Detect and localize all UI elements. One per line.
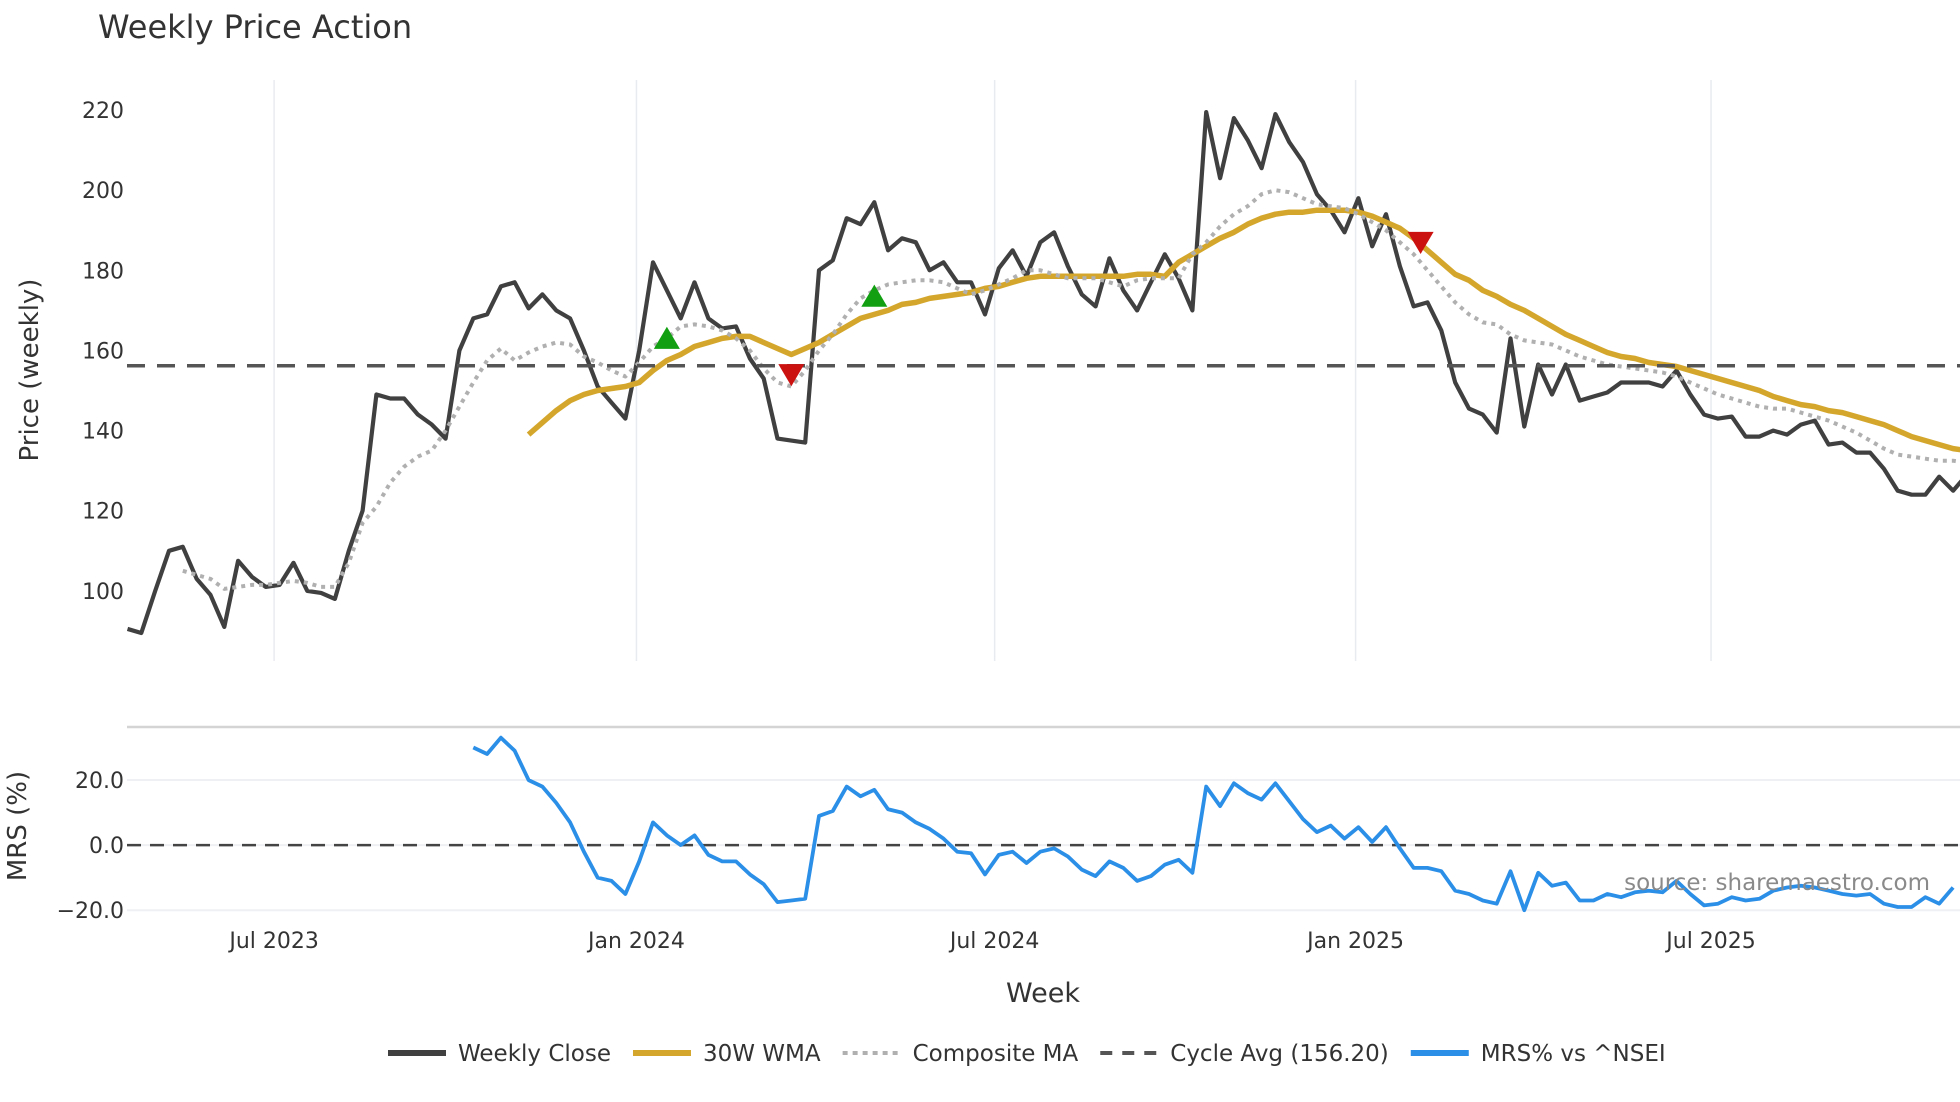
source-watermark: source: sharemaestro.com <box>1624 870 1930 896</box>
y-tick-label: 200 <box>82 179 124 204</box>
series-weekly-close <box>127 109 1960 636</box>
series-composite-ma <box>182 188 1960 591</box>
y-axis-title: Price (weekly) <box>15 279 45 462</box>
mrs-tick-label: 20.0 <box>75 769 124 794</box>
y-tick-label: 220 <box>82 99 124 124</box>
series-mrs-vs-nsei <box>472 735 1955 913</box>
series-30w-wma <box>526 207 1960 453</box>
mrs-tick-label: −20.0 <box>57 899 124 924</box>
y-tick-label: 140 <box>82 420 124 445</box>
x-tick-label: Jul 2023 <box>227 929 319 954</box>
sell-signal-marker <box>778 364 805 387</box>
legend-item-weekly-close: Weekly Close <box>458 1041 611 1067</box>
x-axis-title: Week <box>1006 978 1080 1009</box>
legend-item-mrs-vs-nsei: MRS% vs ^NSEI <box>1481 1041 1666 1067</box>
x-tick-label: Jul 2024 <box>948 929 1040 954</box>
legend-item-30w-wma: 30W WMA <box>703 1041 821 1067</box>
legend-item-cycle-avg-156-20: Cycle Avg (156.20) <box>1170 1041 1389 1067</box>
x-tick-label: Jan 2024 <box>586 929 685 954</box>
y-tick-label: 160 <box>82 339 124 364</box>
y-tick-label: 180 <box>82 259 124 284</box>
buy-signal-marker <box>653 326 680 349</box>
x-tick-label: Jan 2025 <box>1305 929 1404 954</box>
y-tick-label: 100 <box>82 580 124 605</box>
x-tick-label: Jul 2025 <box>1664 929 1756 954</box>
legend-item-composite-ma: Composite MA <box>913 1041 1079 1067</box>
mrs-tick-label: 0.0 <box>89 834 124 859</box>
sell-signal-marker <box>1407 231 1434 254</box>
y-tick-label: 120 <box>82 500 124 525</box>
mrs-axis-title: MRS (%) <box>3 771 33 881</box>
buy-signal-marker <box>861 284 888 307</box>
chart-title: Weekly Price Action <box>98 8 413 46</box>
